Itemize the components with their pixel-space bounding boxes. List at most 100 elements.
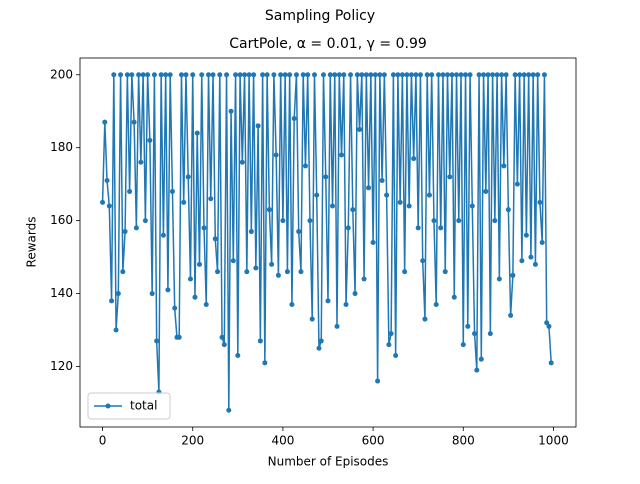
data-point (251, 72, 257, 78)
data-point (100, 199, 106, 205)
data-point (280, 218, 286, 224)
data-point (120, 269, 126, 275)
data-point (178, 72, 184, 78)
data-point (377, 72, 383, 78)
data-point (140, 72, 146, 78)
data-point (158, 72, 164, 78)
data-point (302, 163, 308, 169)
data-point (444, 72, 450, 78)
data-point (203, 301, 209, 307)
data-point (458, 72, 464, 78)
data-point (332, 72, 338, 78)
data-point (372, 72, 378, 78)
data-point (325, 298, 331, 304)
data-point (122, 229, 128, 235)
data-point (345, 225, 351, 231)
data-point (526, 72, 532, 78)
data-point (499, 72, 505, 78)
data-point (165, 287, 171, 293)
legend-label: total (130, 399, 157, 413)
data-point (505, 207, 511, 213)
data-point (138, 159, 144, 165)
y-tick-label: 180 (50, 140, 73, 154)
data-point (176, 334, 182, 340)
data-point (408, 72, 414, 78)
data-point (517, 72, 523, 78)
data-point (393, 353, 399, 359)
data-point (278, 72, 284, 78)
data-point (246, 72, 252, 78)
data-point (397, 199, 403, 205)
data-point (287, 72, 293, 78)
data-point (291, 116, 297, 122)
data-point (460, 342, 466, 348)
data-point (262, 360, 268, 366)
data-point (528, 254, 534, 260)
y-tick-label: 160 (50, 213, 73, 227)
data-point (485, 72, 491, 78)
data-point (233, 72, 239, 78)
data-point (363, 72, 369, 78)
data-point (307, 218, 313, 224)
data-point (273, 152, 279, 158)
data-point (435, 72, 441, 78)
data-point (242, 72, 248, 78)
data-point (219, 334, 225, 340)
data-point (260, 72, 266, 78)
data-point (366, 185, 372, 191)
data-point (109, 298, 115, 304)
data-point (104, 178, 110, 184)
data-point (406, 203, 412, 209)
data-point (327, 72, 333, 78)
data-point (388, 331, 394, 337)
data-point (102, 119, 108, 125)
data-point (440, 72, 446, 78)
data-point (510, 272, 516, 278)
data-point (163, 72, 169, 78)
data-point (415, 225, 421, 231)
data-point (341, 72, 347, 78)
data-point (181, 199, 187, 205)
x-axis-label: Number of Episodes (268, 455, 389, 469)
data-point (483, 188, 489, 194)
data-point (118, 72, 124, 78)
data-point (514, 181, 520, 187)
data-point (519, 258, 525, 264)
data-point (133, 225, 139, 231)
data-point (411, 156, 417, 162)
data-point (465, 323, 471, 329)
data-point (490, 72, 496, 78)
data-point (255, 123, 261, 129)
data-point (474, 367, 480, 373)
data-point (496, 276, 502, 282)
data-point (503, 72, 509, 78)
data-point (512, 72, 518, 78)
data-point (314, 192, 320, 198)
data-point (129, 72, 135, 78)
data-point (523, 232, 529, 238)
legend-marker (105, 403, 111, 409)
data-point (375, 378, 381, 384)
data-point (212, 236, 218, 242)
data-point (323, 174, 329, 180)
data-point (183, 72, 189, 78)
data-point (354, 72, 360, 78)
y-axis-label: Rewards (25, 217, 39, 268)
data-point (402, 269, 408, 275)
data-point (244, 269, 250, 275)
data-point (357, 126, 363, 132)
data-point (438, 225, 444, 231)
data-point (456, 218, 462, 224)
data-point (300, 72, 306, 78)
data-point (145, 72, 151, 78)
data-point (447, 174, 453, 180)
data-point (350, 207, 356, 213)
data-point (111, 72, 117, 78)
data-point (404, 72, 410, 78)
data-point (275, 272, 281, 278)
data-point (361, 276, 367, 282)
data-point (494, 72, 500, 78)
data-point (298, 269, 304, 275)
data-point (237, 72, 243, 78)
data-point (548, 360, 554, 366)
